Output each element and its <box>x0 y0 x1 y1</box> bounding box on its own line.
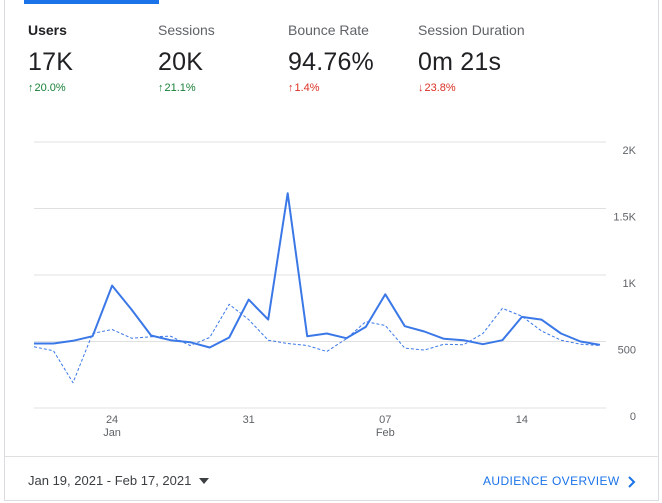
y-tick-label: 2K <box>623 145 637 157</box>
metric-name: Session Duration <box>418 22 525 38</box>
date-range-selector[interactable]: Jan 19, 2021 - Feb 17, 2021 <box>28 473 210 488</box>
x-tick-label: 14 <box>516 414 528 426</box>
arrow-down-icon: ↓ <box>418 82 424 94</box>
chevron-right-icon[interactable] <box>627 475 637 489</box>
metric-tab-users[interactable]: Users 17K ↑20.0% <box>24 0 159 110</box>
y-tick-label: 1K <box>623 278 637 290</box>
caret-down-icon <box>199 477 210 484</box>
metric-change: ↑1.4% <box>288 82 320 94</box>
arrow-up-icon: ↑ <box>158 82 164 94</box>
x-tick-label: 31 <box>243 414 255 426</box>
metric-change: ↓23.8% <box>418 82 456 94</box>
metric-change-value: 21.1% <box>164 82 196 94</box>
arrow-up-icon: ↑ <box>288 82 294 94</box>
metric-change-value: 23.8% <box>424 82 456 94</box>
x-tick-sublabel: Jan <box>103 427 121 439</box>
active-tab-indicator <box>24 0 159 4</box>
metric-change: ↑21.1% <box>158 82 196 94</box>
metric-tab-sessions[interactable]: Sessions 20K ↑21.1% <box>158 0 288 110</box>
metric-tab-session-duration[interactable]: Session Duration 0m 21s ↓23.8% <box>418 0 548 110</box>
arrow-up-icon: ↑ <box>28 82 34 94</box>
metric-value: 17K <box>28 48 74 76</box>
metric-value: 94.76% <box>288 48 374 76</box>
metric-value: 0m 21s <box>418 48 502 76</box>
metric-name: Users <box>28 22 67 38</box>
metric-change: ↑20.0% <box>28 82 66 94</box>
x-tick-label: 24 <box>106 414 118 426</box>
current-period-line <box>34 192 601 349</box>
metric-change-value: 1.4% <box>294 82 320 94</box>
metric-name: Bounce Rate <box>288 22 369 38</box>
y-tick-label: 500 <box>618 345 636 357</box>
footer-divider <box>5 456 659 457</box>
metric-name: Sessions <box>158 22 215 38</box>
date-range-text: Jan 19, 2021 - Feb 17, 2021 <box>28 473 192 488</box>
y-tick-label: 1.5K <box>613 212 636 224</box>
x-tick-sublabel: Feb <box>376 427 395 439</box>
metric-value: 20K <box>158 48 204 76</box>
y-tick-label: 0 <box>630 411 636 423</box>
previous-period-line <box>33 303 601 384</box>
metric-change-value: 20.0% <box>34 82 66 94</box>
overview-card <box>4 0 659 501</box>
audience-overview-link[interactable]: AUDIENCE OVERVIEW <box>483 474 620 488</box>
x-tick-label: 07 <box>379 414 391 426</box>
metric-tab-bounce-rate[interactable]: Bounce Rate 94.76% ↑1.4% <box>288 0 418 110</box>
